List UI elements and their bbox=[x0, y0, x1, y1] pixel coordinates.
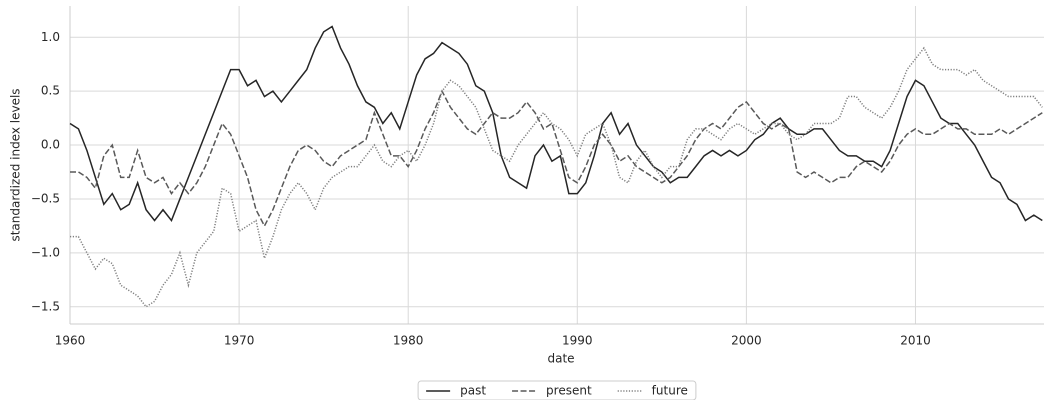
y-axis-label: standardized index levels bbox=[9, 88, 23, 241]
y-tick-label: 1.0 bbox=[41, 30, 60, 44]
y-tick-label: −1.5 bbox=[31, 299, 60, 313]
series-line bbox=[70, 89, 1043, 228]
y-tick-label: 0.5 bbox=[41, 84, 60, 98]
y-tick-label: −0.5 bbox=[31, 191, 60, 205]
y-tick-label: 0.0 bbox=[41, 138, 60, 152]
x-tick-label: 1970 bbox=[224, 334, 255, 348]
x-tick-label: 1990 bbox=[562, 334, 593, 348]
x-tick-label: 1960 bbox=[55, 334, 86, 348]
x-tick-label: 2000 bbox=[731, 334, 762, 348]
x-tick-label: 1980 bbox=[393, 334, 424, 348]
series-line bbox=[69, 25, 1043, 223]
legend: past present future bbox=[417, 380, 697, 400]
legend-box bbox=[417, 380, 697, 400]
x-tick-label: 2010 bbox=[900, 334, 931, 348]
legend-label: past bbox=[460, 384, 486, 398]
y-tick-label: −1.0 bbox=[31, 245, 60, 259]
x-axis-label: date bbox=[547, 352, 574, 366]
series-line bbox=[70, 46, 1043, 308]
legend-label: future bbox=[652, 384, 688, 398]
legend-label: present bbox=[546, 384, 592, 398]
